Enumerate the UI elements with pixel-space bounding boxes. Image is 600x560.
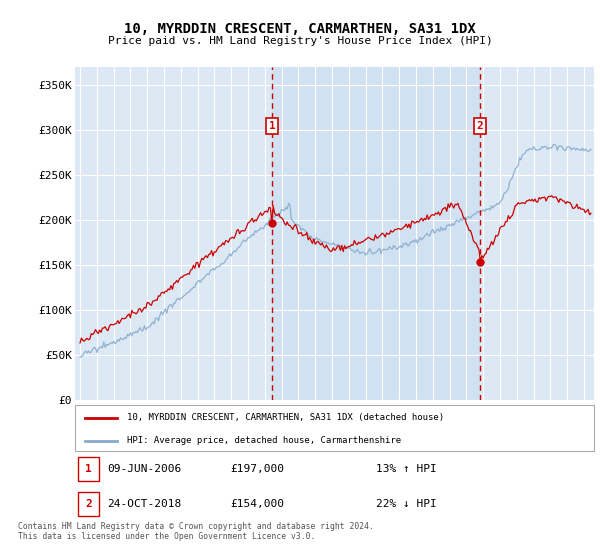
FancyBboxPatch shape bbox=[77, 457, 100, 481]
Text: 1: 1 bbox=[85, 464, 92, 474]
Text: 09-JUN-2006: 09-JUN-2006 bbox=[107, 464, 181, 474]
FancyBboxPatch shape bbox=[77, 492, 100, 516]
Text: £154,000: £154,000 bbox=[230, 499, 285, 509]
Bar bbox=[272, 67, 480, 400]
Text: 2: 2 bbox=[476, 121, 484, 130]
Text: £197,000: £197,000 bbox=[230, 464, 285, 474]
Text: Contains HM Land Registry data © Crown copyright and database right 2024.
This d: Contains HM Land Registry data © Crown c… bbox=[18, 522, 374, 542]
Text: 2: 2 bbox=[85, 499, 92, 509]
Text: 10, MYRDDIN CRESCENT, CARMARTHEN, SA31 1DX: 10, MYRDDIN CRESCENT, CARMARTHEN, SA31 1… bbox=[124, 22, 476, 36]
Text: 24-OCT-2018: 24-OCT-2018 bbox=[107, 499, 181, 509]
Text: 13% ↑ HPI: 13% ↑ HPI bbox=[376, 464, 437, 474]
FancyBboxPatch shape bbox=[75, 405, 594, 451]
Text: HPI: Average price, detached house, Carmarthenshire: HPI: Average price, detached house, Carm… bbox=[127, 436, 401, 445]
Text: Price paid vs. HM Land Registry's House Price Index (HPI): Price paid vs. HM Land Registry's House … bbox=[107, 36, 493, 46]
Text: 10, MYRDDIN CRESCENT, CARMARTHEN, SA31 1DX (detached house): 10, MYRDDIN CRESCENT, CARMARTHEN, SA31 1… bbox=[127, 413, 444, 422]
Text: 1: 1 bbox=[269, 121, 275, 130]
Text: 22% ↓ HPI: 22% ↓ HPI bbox=[376, 499, 437, 509]
